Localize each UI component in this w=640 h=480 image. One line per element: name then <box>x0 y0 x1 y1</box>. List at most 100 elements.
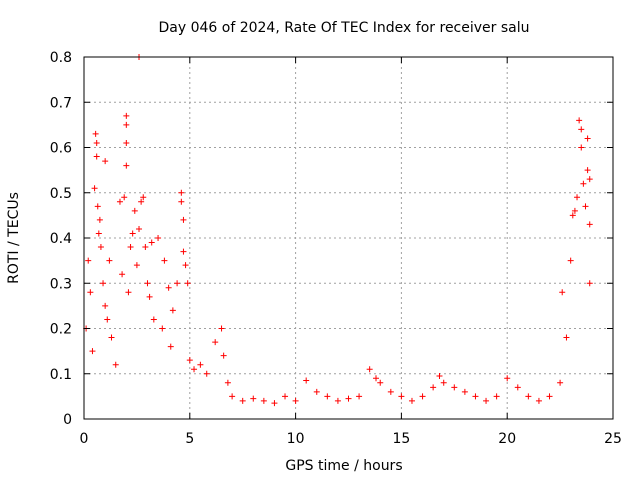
data-point <box>203 370 210 377</box>
data-point <box>567 257 574 264</box>
data-point <box>580 180 587 187</box>
data-point <box>483 397 490 404</box>
data-point <box>586 176 593 183</box>
x-tick-label: 25 <box>604 431 622 447</box>
data-point <box>144 280 151 287</box>
data-point <box>440 379 447 386</box>
data-point <box>93 139 100 146</box>
data-point <box>472 393 479 400</box>
data-point <box>419 393 426 400</box>
data-point <box>546 393 553 400</box>
data-point <box>504 375 511 382</box>
x-tick-label: 0 <box>80 431 89 447</box>
data-point <box>94 203 101 210</box>
data-point <box>180 248 187 255</box>
data-point <box>106 257 113 264</box>
data-point <box>557 379 564 386</box>
data-point <box>169 307 176 314</box>
y-tick-label: 0.5 <box>50 186 72 202</box>
data-point <box>373 375 380 382</box>
chart-title: Day 046 of 2024, Rate Of TEC Index for r… <box>158 20 529 36</box>
data-point <box>119 271 126 278</box>
data-point <box>377 379 384 386</box>
data-point <box>96 216 103 223</box>
data-point <box>408 397 415 404</box>
data-point <box>578 144 585 151</box>
data-point <box>165 284 172 291</box>
data-point <box>493 393 500 400</box>
y-tick-label: 0.7 <box>50 95 72 111</box>
data-point <box>324 393 331 400</box>
data-point <box>140 194 147 201</box>
data-point <box>569 212 576 219</box>
data-point <box>186 357 193 364</box>
data-point <box>121 194 128 201</box>
data-point <box>133 262 140 269</box>
data-point <box>97 244 104 251</box>
data-point <box>282 393 289 400</box>
data-point <box>116 198 123 205</box>
axis-ticks: 0 5 10 15 20 25 0 0.1 0.2 0.3 0.4 0.5 0.6 0.7 0.8 <box>50 50 622 447</box>
data-point <box>582 203 589 210</box>
data-point <box>191 366 198 373</box>
data-point <box>250 395 257 402</box>
data-point <box>123 162 130 169</box>
x-tick-label: 5 <box>185 431 194 447</box>
data-point <box>180 216 187 223</box>
data-point <box>313 388 320 395</box>
data-point <box>123 121 130 128</box>
data-point <box>366 366 373 373</box>
data-point <box>150 316 157 323</box>
data-point <box>563 334 570 341</box>
data-point <box>525 393 532 400</box>
data-point <box>159 325 166 332</box>
data-point <box>430 384 437 391</box>
x-tick-label: 20 <box>498 431 516 447</box>
data-point <box>108 334 115 341</box>
data-points <box>83 54 593 407</box>
y-tick-label: 0.3 <box>50 276 72 292</box>
data-point <box>292 397 299 404</box>
data-point <box>89 348 96 355</box>
data-point <box>104 316 111 323</box>
data-point <box>129 230 136 237</box>
data-point <box>123 112 130 119</box>
data-point <box>461 388 468 395</box>
data-point <box>123 139 130 146</box>
data-point <box>559 289 566 296</box>
data-point <box>167 343 174 350</box>
data-point <box>112 361 119 368</box>
y-tick-label: 0.2 <box>50 322 72 338</box>
data-point <box>161 257 168 264</box>
y-tick-label: 0.6 <box>50 141 72 157</box>
data-point <box>136 225 143 232</box>
data-point <box>398 393 405 400</box>
data-point <box>334 397 341 404</box>
data-point <box>220 352 227 359</box>
data-point <box>224 379 231 386</box>
data-point <box>178 189 185 196</box>
x-axis-label: GPS time / hours <box>285 458 402 474</box>
data-point <box>239 397 246 404</box>
data-point <box>586 280 593 287</box>
data-point <box>584 167 591 174</box>
data-point <box>356 393 363 400</box>
data-point <box>91 185 98 192</box>
data-point <box>218 325 225 332</box>
x-tick-label: 10 <box>287 431 305 447</box>
data-point <box>584 135 591 142</box>
data-point <box>197 361 204 368</box>
data-point <box>95 230 102 237</box>
data-point <box>571 207 578 214</box>
data-point <box>535 397 542 404</box>
y-tick-label: 0.8 <box>50 50 72 66</box>
data-point <box>212 339 219 346</box>
data-point <box>451 384 458 391</box>
data-point <box>148 239 155 246</box>
data-point <box>387 388 394 395</box>
data-point <box>142 244 149 251</box>
data-point <box>100 280 107 287</box>
plot-frame <box>83 56 614 420</box>
y-tick-label: 0 <box>63 412 72 428</box>
data-point <box>155 235 162 241</box>
